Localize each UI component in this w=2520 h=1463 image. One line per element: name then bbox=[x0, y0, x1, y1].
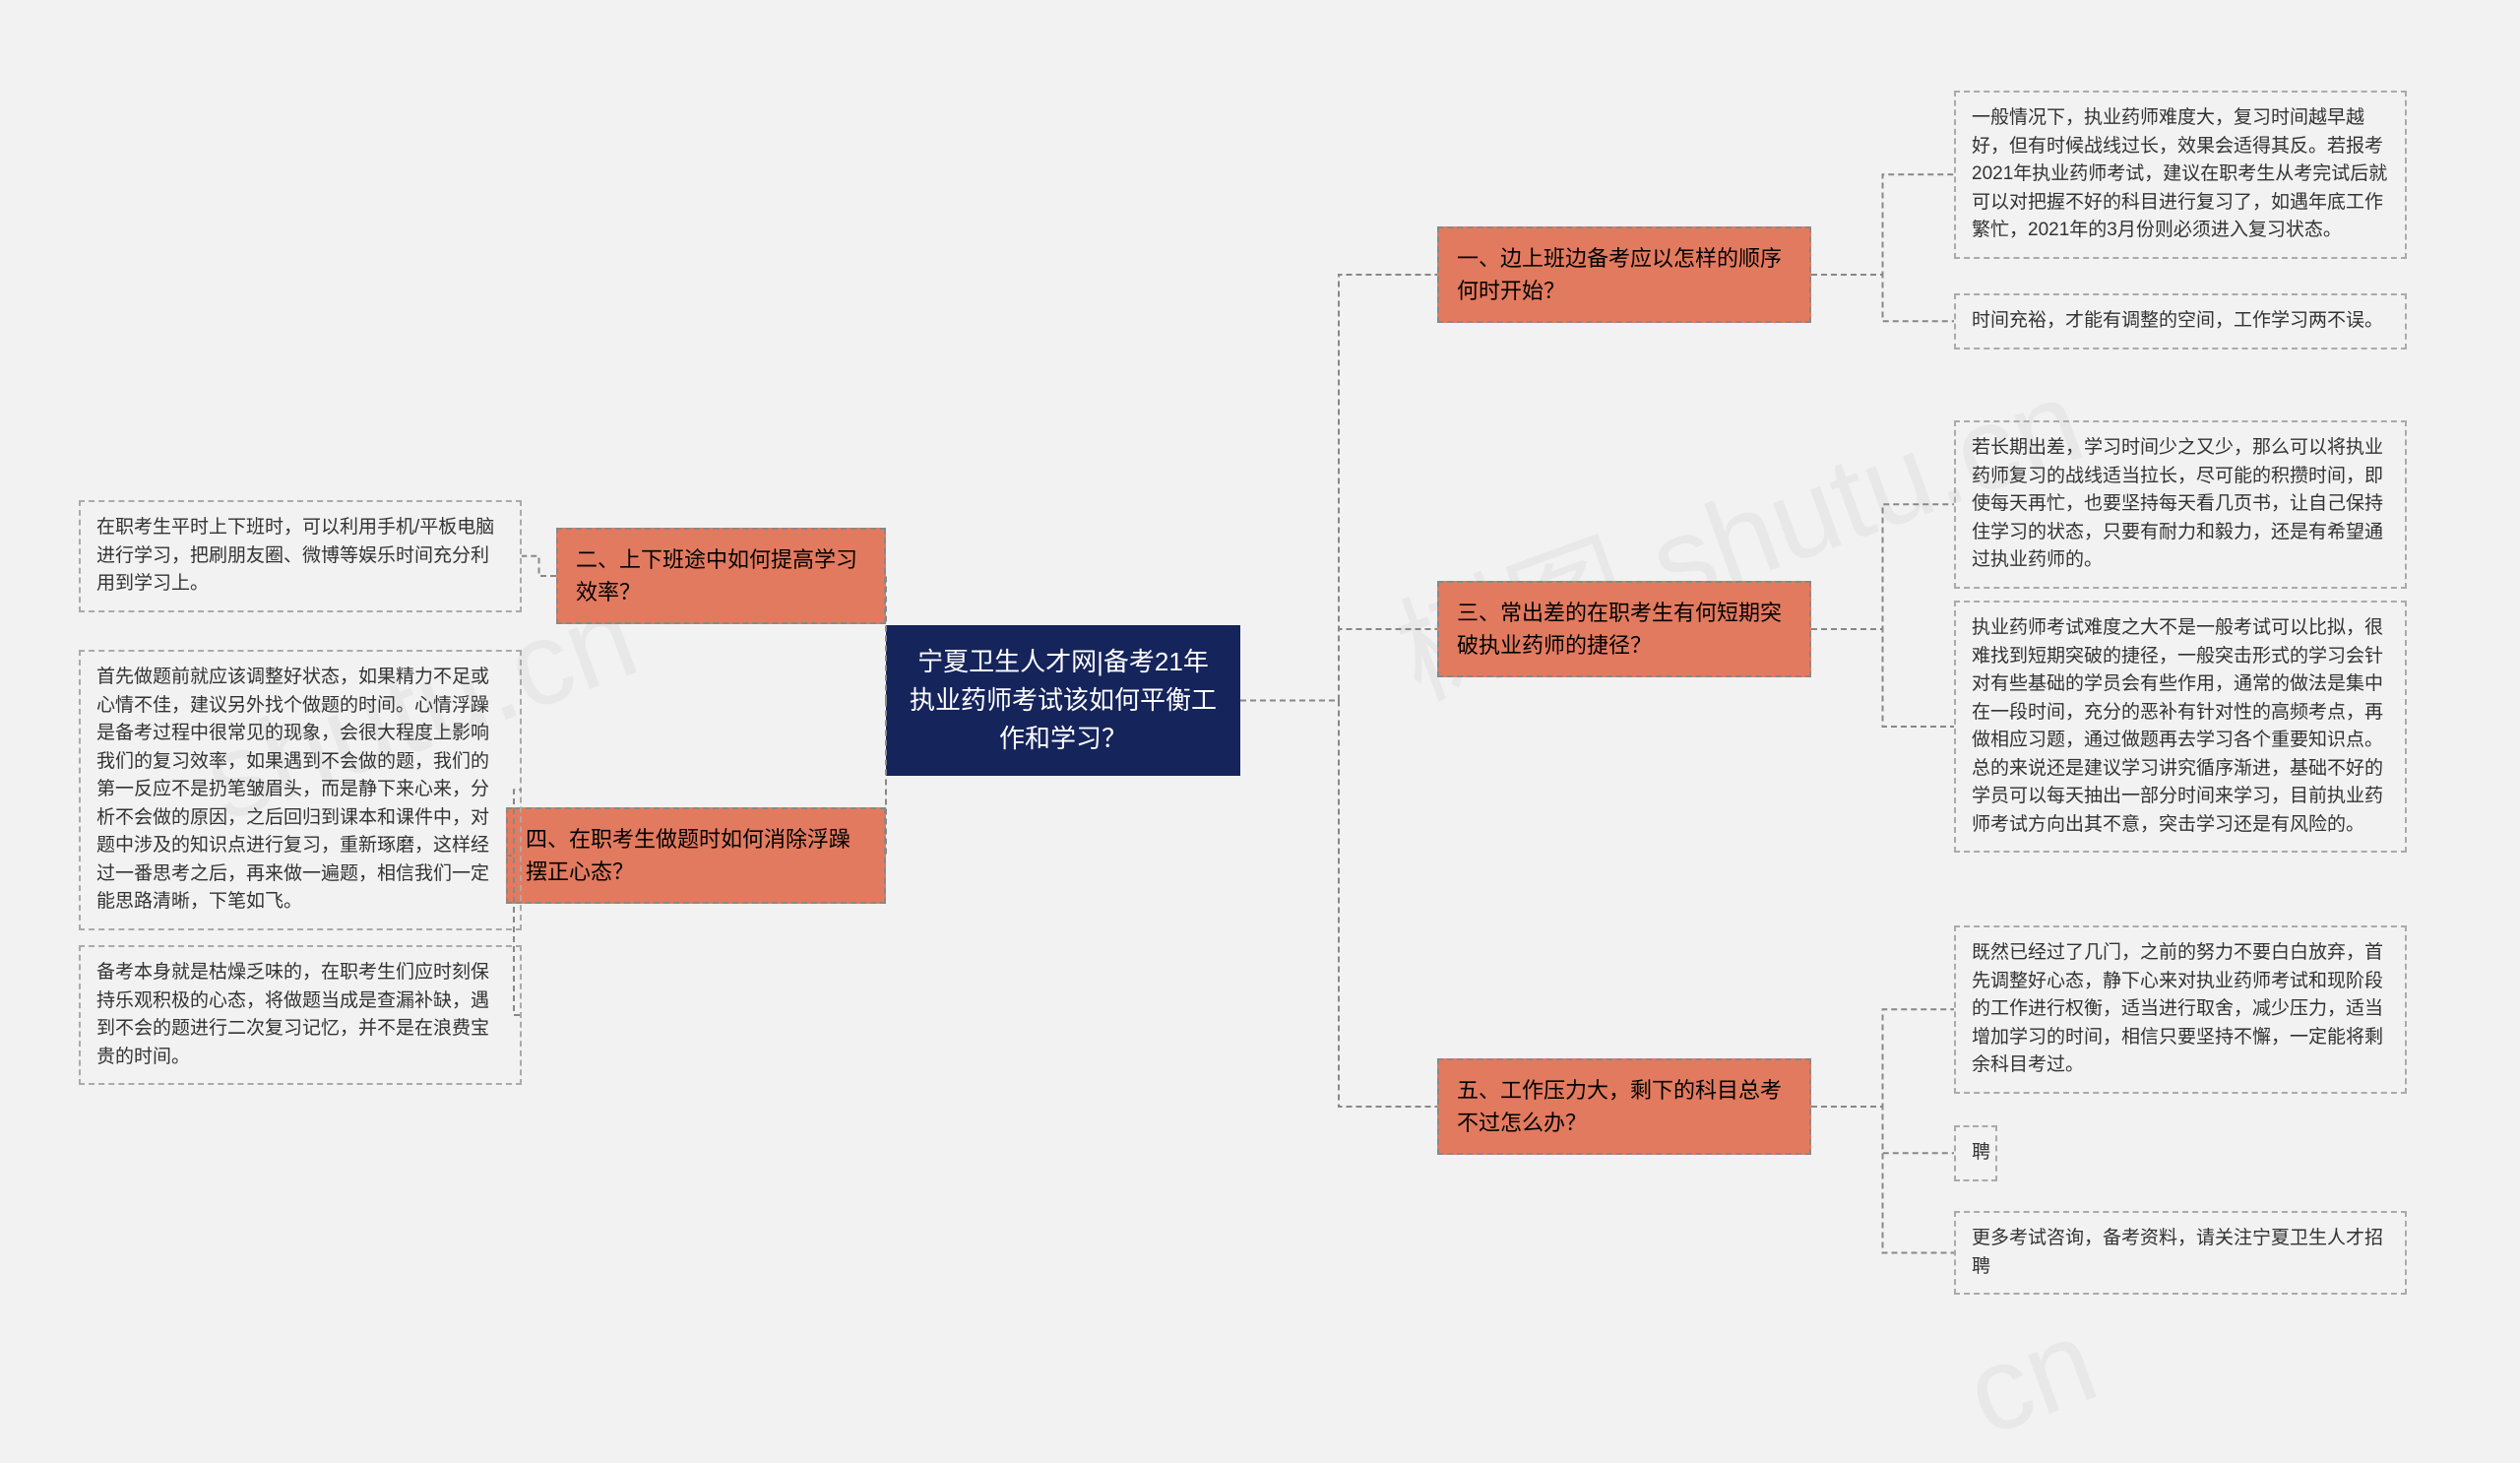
branch-2: 二、上下班途中如何提高学习效率？ bbox=[556, 528, 886, 624]
leaf-3a: 若长期出差，学习时间少之又少，那么可以将执业药师复习的战线适当拉长，尽可能的积攒… bbox=[1954, 420, 2407, 589]
leaf-5b: 聘 bbox=[1954, 1125, 1997, 1181]
mindmap-root: 宁夏卫生人才网|备考21年执业药师考试该如何平衡工作和学习？ bbox=[886, 625, 1240, 776]
branch-5: 五、工作压力大，剩下的科目总考不过怎么办？ bbox=[1437, 1058, 1811, 1155]
leaf-5c: 更多考试咨询，备考资料，请关注宁夏卫生人才招聘 bbox=[1954, 1211, 2407, 1295]
leaf-4b: 备考本身就是枯燥乏味的，在职考生们应时刻保持乐观积极的心态，将做题当成是查漏补缺… bbox=[79, 945, 522, 1085]
leaf-4a: 首先做题前就应该调整好状态，如果精力不足或心情不佳，建议另外找个做题的时间。心情… bbox=[79, 650, 522, 930]
watermark: cn bbox=[1949, 1292, 2112, 1462]
leaf-2a: 在职考生平时上下班时，可以利用手机/平板电脑进行学习，把刷朋友圈、微博等娱乐时间… bbox=[79, 500, 522, 612]
branch-1: 一、边上班边备考应以怎样的顺序何时开始？ bbox=[1437, 226, 1811, 323]
branch-3: 三、常出差的在职考生有何短期突破执业药师的捷径？ bbox=[1437, 581, 1811, 677]
leaf-3b: 执业药师考试难度之大不是一般考试可以比拟，很难找到短期突破的捷径，一般突击形式的… bbox=[1954, 601, 2407, 853]
leaf-1b: 时间充裕，才能有调整的空间，工作学习两不误。 bbox=[1954, 293, 2407, 350]
leaf-5a: 既然已经过了几门，之前的努力不要白白放弃，首先调整好心态，静下心来对执业药师考试… bbox=[1954, 925, 2407, 1094]
leaf-1a: 一般情况下，执业药师难度大，复习时间越早越好，但有时候战线过长，效果会适得其反。… bbox=[1954, 91, 2407, 259]
branch-4: 四、在职考生做题时如何消除浮躁摆正心态？ bbox=[506, 807, 886, 904]
